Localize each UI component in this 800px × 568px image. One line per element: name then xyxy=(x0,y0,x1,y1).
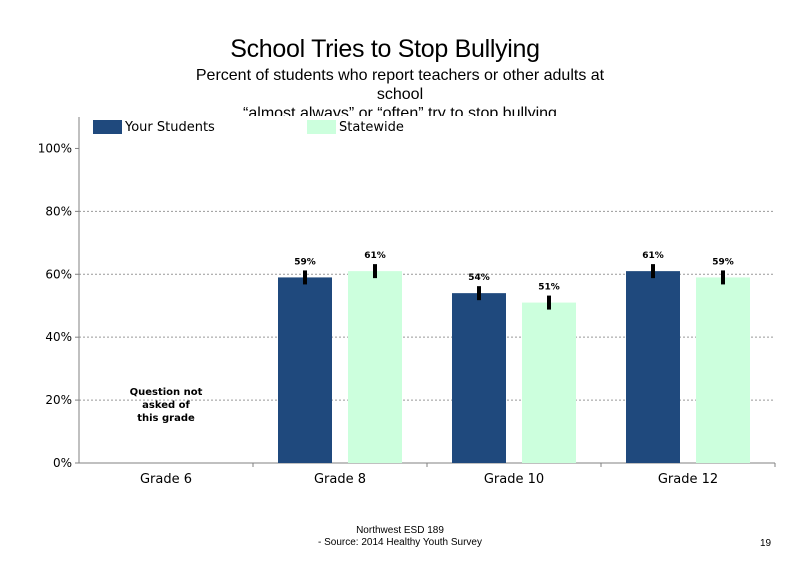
y-tick-label-40: 40% xyxy=(45,330,72,344)
y-tick-label-100: 100% xyxy=(38,141,72,155)
y-tick-label-60: 60% xyxy=(45,267,72,281)
y-tick-label-0: 0% xyxy=(53,456,72,470)
footer: Northwest ESD 189 - Source: 2014 Healthy… xyxy=(240,525,560,549)
annotation-line-1: Question not xyxy=(130,387,203,398)
annotation-line-2: asked of xyxy=(142,400,190,411)
data-label-0-2: 54% xyxy=(468,273,490,283)
data-label-1-3: 59% xyxy=(712,257,734,267)
y-tick-label-20: 20% xyxy=(45,393,72,407)
x-tick-label-3: Grade 12 xyxy=(658,472,718,487)
footer-org: Northwest ESD 189 xyxy=(356,525,444,536)
data-label-1-1: 61% xyxy=(364,251,386,261)
data-label-0-3: 61% xyxy=(642,251,664,261)
legend-label-statewide: Statewide xyxy=(339,119,404,135)
x-tick-label-2: Grade 10 xyxy=(484,472,544,487)
data-label-0-1: 59% xyxy=(294,257,316,267)
subtitle-line-1: Percent of students who report teachers … xyxy=(195,67,605,84)
subtitle-line-3: “almost always” or “often” try to stop b… xyxy=(243,105,557,116)
bar-your-students-3 xyxy=(626,271,680,463)
x-tick-label-1: Grade 8 xyxy=(314,472,366,487)
legend-statewide: Statewide xyxy=(307,119,404,135)
legend-swatch-statewide xyxy=(307,120,336,134)
subtitle-line-2: school xyxy=(376,86,424,103)
legend-your-students: Your Students xyxy=(93,119,215,135)
bar-statewide-3 xyxy=(696,277,750,463)
legend-label-your-students: Your Students xyxy=(125,119,215,135)
bar-your-students-1 xyxy=(278,277,332,463)
y-tick-label-80: 80% xyxy=(45,204,72,218)
bar-statewide-1 xyxy=(348,271,402,463)
bar-chart: 0% 20% 40% 60% 80% 100% Grade 6 Grade 8 59% 61% Gr… xyxy=(38,117,776,487)
legend-swatch-your-students xyxy=(93,120,122,134)
data-label-1-2: 51% xyxy=(538,283,560,293)
bar-your-students-2 xyxy=(452,293,506,463)
chart-title: School Tries to Stop Bullying xyxy=(230,35,540,63)
page-number: 19 xyxy=(760,538,772,549)
x-tick-label-0: Grade 6 xyxy=(140,472,192,487)
annotation-line-3: this grade xyxy=(137,413,195,424)
footer-source: - Source: 2014 Healthy Youth Survey xyxy=(318,537,482,548)
chart-subtitle: Percent of students who report teachers … xyxy=(185,66,615,116)
bar-statewide-2 xyxy=(522,302,576,463)
